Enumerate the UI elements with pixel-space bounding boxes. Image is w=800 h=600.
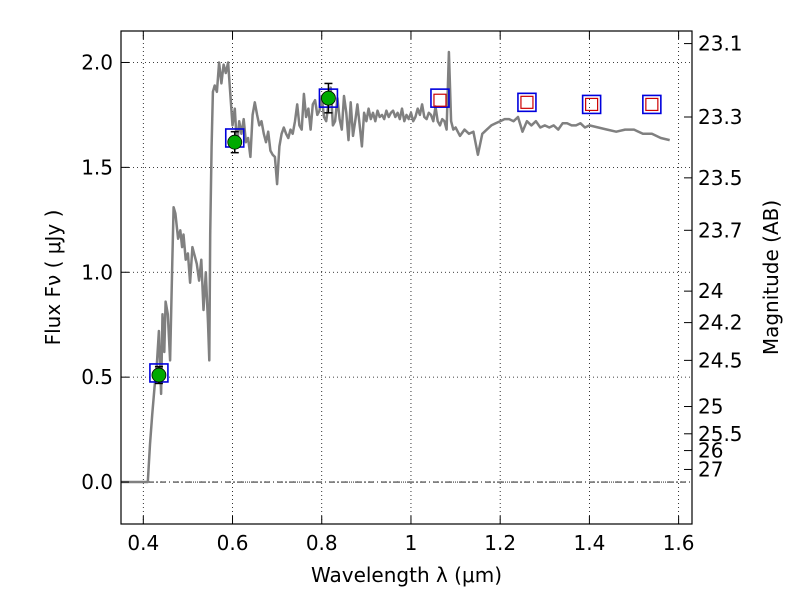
x-tick-label: 1 xyxy=(405,531,418,555)
y-tick-label: 0.0 xyxy=(81,470,113,494)
x-tick-label: 0.8 xyxy=(306,531,338,555)
spectrum-series xyxy=(121,50,670,484)
measured-photometry-point xyxy=(321,90,336,106)
right-tick-label: 27 xyxy=(698,457,723,481)
measured-photometry-point xyxy=(151,367,167,383)
y-tick-label: 1.0 xyxy=(81,260,113,284)
y-tick-label: 1.5 xyxy=(81,155,113,179)
x-tick-label: 1.6 xyxy=(663,531,695,555)
synthetic-photometry-square xyxy=(430,88,450,108)
y-tick-label: 0.5 xyxy=(81,365,113,389)
right-tick-label: 24.5 xyxy=(698,348,743,372)
model-photometry-square xyxy=(645,97,659,112)
right-tick-label: 23.3 xyxy=(698,105,743,129)
model-photometry-square xyxy=(585,97,599,112)
plot-frame xyxy=(120,30,693,525)
right-tick-label: 24.2 xyxy=(698,311,743,335)
right-tick-label: 23.1 xyxy=(698,32,743,56)
y-tick-label: 2.0 xyxy=(81,50,113,74)
synthetic-photometry-square xyxy=(581,94,602,115)
model-photometry-square xyxy=(433,93,447,107)
right-tick-label: 23.5 xyxy=(698,166,743,190)
right-tick-label: 23.7 xyxy=(698,218,743,242)
x-tick-label: 0.6 xyxy=(217,531,249,555)
photometry-markers xyxy=(149,82,662,385)
x-tick-label: 1.2 xyxy=(484,531,516,555)
synthetic-photometry-square xyxy=(517,92,537,113)
right-tick-label: 25.5 xyxy=(698,422,743,446)
right-tick-label: 24 xyxy=(698,279,723,303)
spectrum-line xyxy=(121,50,670,484)
y-axis-ticks: 0.0 0.5 1.0 1.5 2.0 xyxy=(81,50,129,494)
x-tick-label: 1.4 xyxy=(573,531,605,555)
right-axis-label: Magnitude (AB) xyxy=(759,200,783,355)
x-axis-label: Wavelength λ (μm) xyxy=(311,563,502,587)
synthetic-photometry-square xyxy=(642,94,662,115)
y-axis-label: Flux Fν ( μJy ) xyxy=(41,210,65,346)
right-tick-label: 26 xyxy=(698,439,723,463)
x-axis-ticks: 0.4 0.6 0.8 1 1.2 1.4 1.6 xyxy=(127,31,695,555)
model-photometry-square xyxy=(520,95,534,109)
measured-photometry-point xyxy=(227,134,243,150)
x-tick-label: 0.4 xyxy=(127,531,159,555)
right-tick-label: 25 xyxy=(698,395,723,419)
